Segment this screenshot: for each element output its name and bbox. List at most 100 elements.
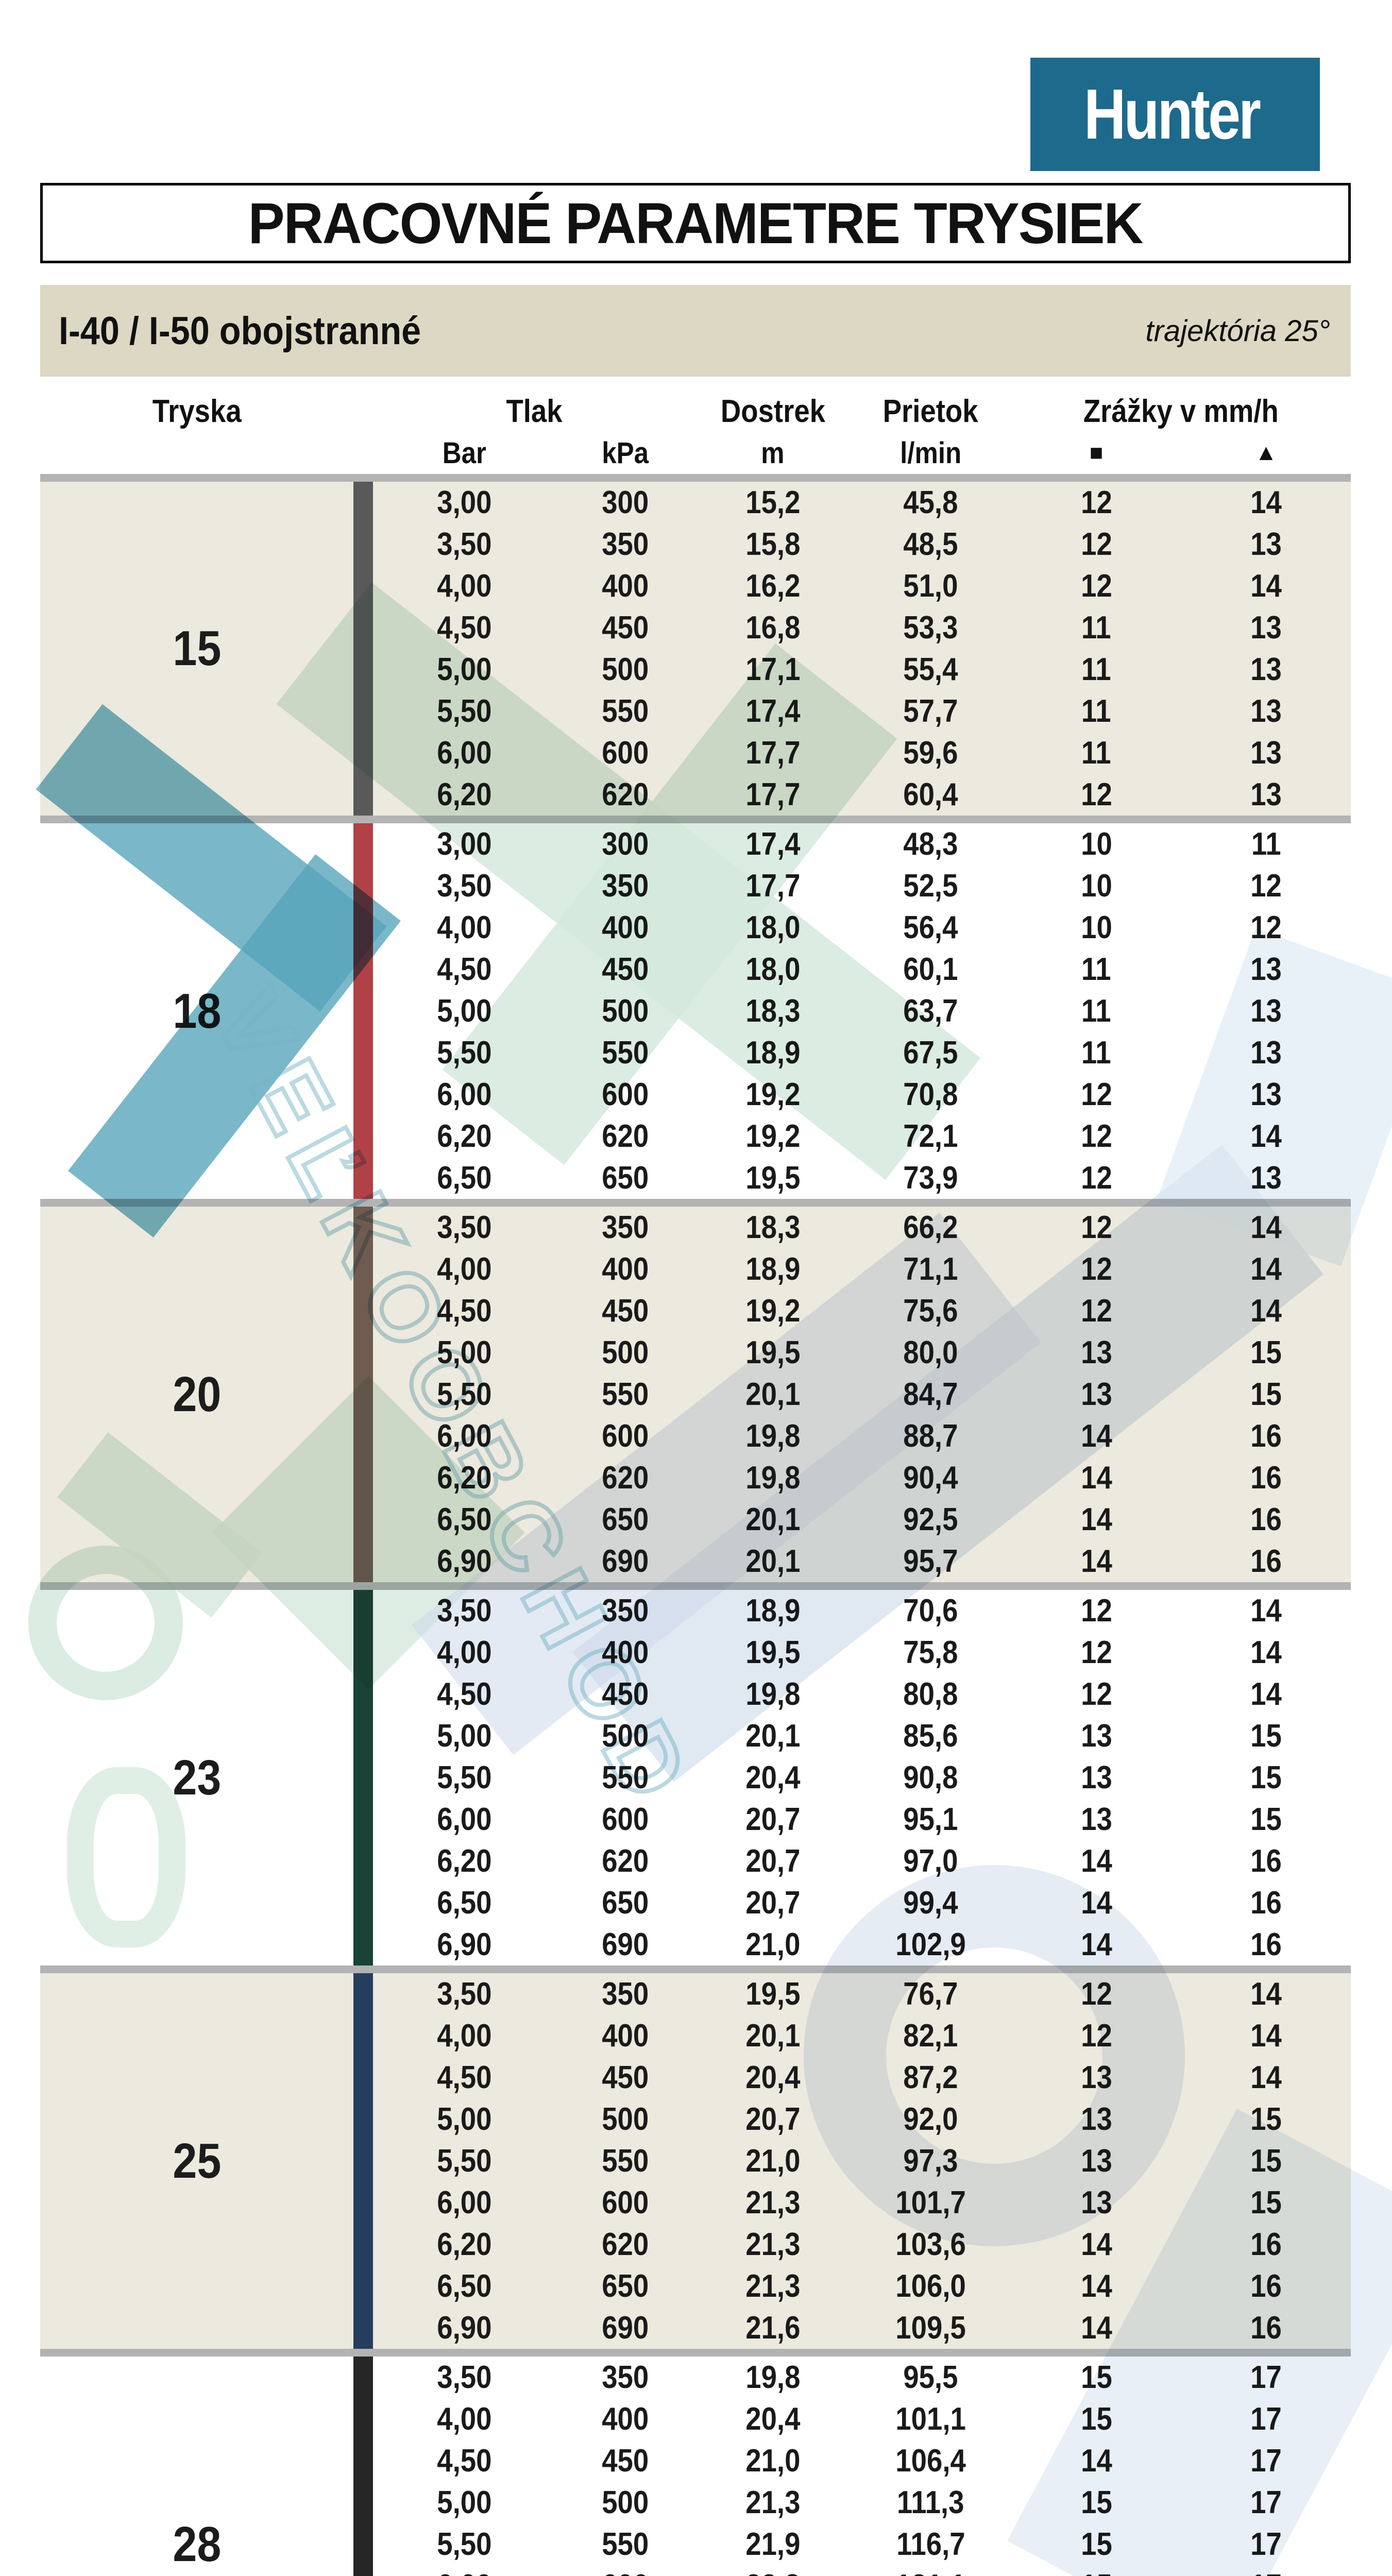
table-cell: 690 <box>602 1544 649 1579</box>
table-cell: 3,50 <box>436 527 492 562</box>
table-cell: 53,3 <box>903 610 958 646</box>
table-cell: 14 <box>1080 1927 1112 1962</box>
table-row: 4,00 400 18,9 71,1 12 14 <box>373 1248 1351 1290</box>
table-cell: 97,3 <box>903 2143 958 2179</box>
table-cell: 95,1 <box>903 1802 958 1837</box>
table-cell: 13 <box>1250 652 1282 687</box>
table-cell: 4,00 <box>436 2401 492 2437</box>
header-tlak: Tlak <box>506 393 563 429</box>
table-cell: 300 <box>602 826 649 862</box>
subheader-bar: Bar <box>442 436 486 470</box>
table-cell: 6,20 <box>436 1118 492 1154</box>
nozzle-color-bar <box>353 823 373 1199</box>
table-cell: 6,50 <box>436 2268 492 2304</box>
table-row: 3,00 300 17,4 48,3 10 11 <box>373 823 1351 865</box>
table-cell: 13 <box>1250 735 1282 771</box>
table-cell: 600 <box>602 735 649 771</box>
table-cell: 13 <box>1250 1160 1282 1196</box>
table-cell: 73,9 <box>903 1160 958 1196</box>
table-cell: 6,90 <box>436 1927 492 1962</box>
table-cell: 12 <box>1080 1293 1112 1329</box>
table-cell: 20,1 <box>745 1502 801 1537</box>
table-cell: 4,50 <box>436 952 492 987</box>
table-cell: 18,0 <box>745 910 801 945</box>
table-row: 6,90 690 21,0 102,9 14 16 <box>373 1924 1351 1965</box>
table-cell: 5,50 <box>436 2143 492 2179</box>
table-cell: 17 <box>1250 2401 1282 2437</box>
table-cell: 20,7 <box>745 1802 801 1837</box>
table-cell: 12 <box>1080 1160 1112 1196</box>
table-row: 5,00 500 20,7 92,0 13 15 <box>373 2098 1351 2140</box>
table-cell: 4,00 <box>436 1251 492 1287</box>
table-cell: 14 <box>1250 1976 1282 2012</box>
table-row: 6,00 600 19,2 70,8 12 13 <box>373 1074 1351 1115</box>
table-cell: 75,6 <box>903 1293 958 1329</box>
table-row: 4,50 450 20,4 87,2 13 14 <box>373 2057 1351 2098</box>
table-row: 3,50 350 19,8 95,5 15 17 <box>373 2357 1351 2398</box>
table-cell: 101,7 <box>895 2185 966 2221</box>
table-cell: 19,5 <box>745 1635 801 1670</box>
table-row: 5,50 550 20,4 90,8 13 15 <box>373 1757 1351 1799</box>
table-row: 6,50 650 20,7 99,4 14 16 <box>373 1882 1351 1924</box>
table-cell: 400 <box>602 2401 649 2437</box>
table-row: 5,50 550 21,0 97,3 13 15 <box>373 2140 1351 2182</box>
table-cell: 6,00 <box>436 735 492 771</box>
table-cell: 101,1 <box>895 2401 966 2437</box>
table-row: 5,50 550 17,4 57,7 11 13 <box>373 690 1351 732</box>
table-cell: 600 <box>602 1802 649 1837</box>
table-cell: 106,0 <box>895 2268 966 2304</box>
table-cell: 15 <box>1250 2143 1282 2179</box>
table-cell: 5,00 <box>436 652 492 687</box>
group-rows: 3,50 350 19,8 95,5 15 17 4,00 400 20,4 101,1 15 17 4… <box>373 2357 1351 2576</box>
table-cell: 55,4 <box>903 652 958 687</box>
table-cell: 20,1 <box>745 1377 801 1412</box>
table-cell: 48,5 <box>903 527 958 562</box>
table-row: 6,50 650 21,3 106,0 14 16 <box>373 2265 1351 2307</box>
table-cell: 14 <box>1250 1676 1282 1712</box>
table-cell: 16 <box>1250 2268 1282 2304</box>
table-cell: 14 <box>1080 2443 1112 2479</box>
table-cell: 10 <box>1080 826 1112 862</box>
table-row: 6,20 620 20,7 97,0 14 16 <box>373 1840 1351 1882</box>
table-cell: 15 <box>1250 1802 1282 1837</box>
table-cell: 400 <box>602 1251 649 1287</box>
table-cell: 14 <box>1080 1843 1112 1879</box>
table-cell: 17,4 <box>745 693 801 729</box>
table-cell: 109,5 <box>895 2310 966 2346</box>
table-cell: 15 <box>1250 1760 1282 1795</box>
table-cell: 4,50 <box>436 2060 492 2095</box>
table-row: 6,50 650 19,5 73,9 12 13 <box>373 1157 1351 1199</box>
table-cell: 450 <box>602 1676 649 1712</box>
table-row: 5,50 550 21,9 116,7 15 17 <box>373 2523 1351 2565</box>
table-cell: 22,3 <box>695 2565 850 2576</box>
group-label: 25 <box>173 2133 221 2189</box>
table-row: 4,00 400 19,5 75,8 12 14 <box>373 1632 1351 1673</box>
group-label: 23 <box>173 1750 221 1805</box>
divider <box>40 1582 1351 1590</box>
square-icon: ■ <box>1089 440 1104 465</box>
table-row: 6,00 600 17,7 59,6 11 13 <box>373 732 1351 774</box>
table-cell: 12 <box>1080 2018 1112 2054</box>
table-row: 3,50 350 18,9 70,6 12 14 <box>373 1590 1351 1632</box>
table-row: 6,20 620 19,8 90,4 14 16 <box>373 1457 1351 1499</box>
table-cell: 10 <box>1080 868 1112 904</box>
table-cell: 14 <box>1250 2018 1282 2054</box>
table-cell: 92,5 <box>903 1502 958 1537</box>
table-cell: 6,00 <box>373 2565 555 2576</box>
table-cell: 16,8 <box>745 610 801 646</box>
table-cell: 550 <box>602 2527 649 2562</box>
table-cell: 80,0 <box>903 1335 958 1370</box>
table-cell: 11 <box>1081 952 1111 987</box>
table-cell: 15 <box>1011 2565 1181 2576</box>
table-row: 5,00 500 17,1 55,4 11 13 <box>373 649 1351 690</box>
table-cell: 550 <box>602 1377 649 1412</box>
table-cell: 13 <box>1250 610 1282 646</box>
table-cell: 116,7 <box>896 2527 965 2562</box>
table-cell: 6,50 <box>436 1885 492 1921</box>
table-cell: 11 <box>1081 652 1111 687</box>
table-cell: 17,7 <box>745 735 801 771</box>
table-cell: 13 <box>1250 527 1282 562</box>
table-row: 6,50 650 20,1 92,5 14 16 <box>373 1499 1351 1540</box>
